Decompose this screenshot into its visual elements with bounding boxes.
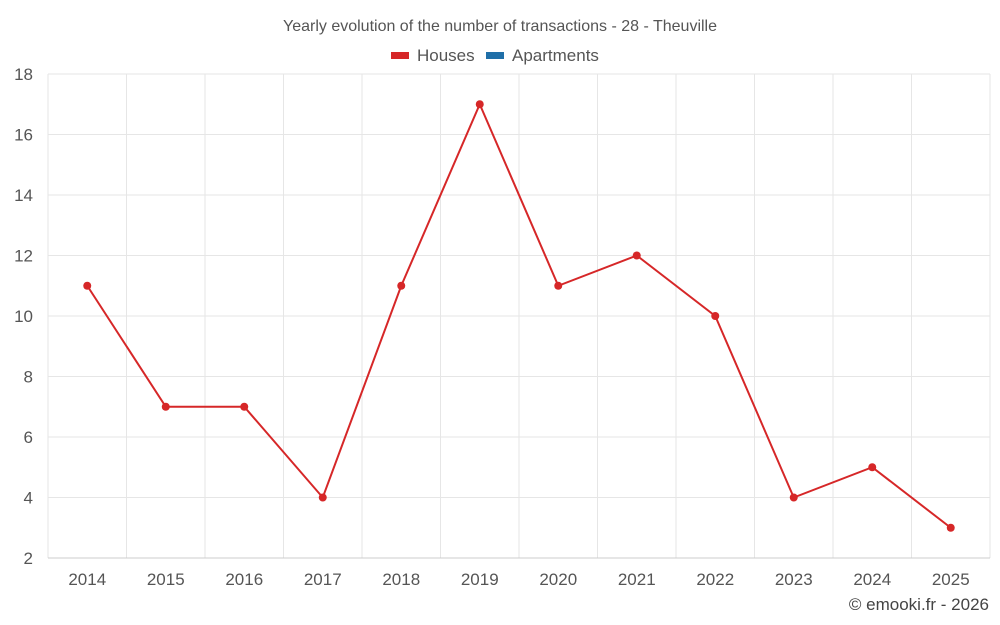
data-point-houses[interactable] [240, 402, 249, 411]
data-point-houses[interactable] [475, 100, 484, 109]
x-tick-label: 2018 [382, 570, 420, 589]
y-tick-label: 16 [14, 126, 33, 145]
x-tick-label: 2022 [696, 570, 734, 589]
x-tick-label: 2023 [775, 570, 813, 589]
x-axis-ticks: 2014 2015 2016 2017 2018 2019 2020 2021 2022 2023… [68, 570, 969, 589]
chart-title: Yearly evolution of the number of transa… [283, 18, 717, 35]
data-point-houses[interactable] [789, 493, 798, 502]
data-point-houses[interactable] [318, 493, 327, 502]
legend-swatch-apartments [486, 52, 504, 59]
series-houses [83, 100, 955, 532]
y-tick-label: 4 [24, 489, 33, 508]
x-tick-label: 2015 [147, 570, 185, 589]
legend-item-houses[interactable]: Houses [391, 46, 475, 65]
y-tick-label: 8 [24, 368, 33, 387]
series-line-houses [86, 101, 952, 529]
data-point-houses[interactable] [554, 281, 563, 290]
x-tick-label: 2020 [539, 570, 577, 589]
credit-text: © emooki.fr - 2026 [849, 595, 989, 614]
x-tick-label: 2014 [68, 570, 106, 589]
x-tick-label: 2016 [225, 570, 263, 589]
legend-label-apartments: Apartments [512, 46, 599, 65]
y-tick-label: 6 [24, 428, 33, 447]
gridlines [47, 73, 991, 559]
y-tick-label: 10 [14, 307, 33, 326]
legend-swatch-houses [391, 52, 409, 59]
y-tick-label: 14 [14, 186, 33, 205]
x-tick-label: 2021 [618, 570, 656, 589]
data-point-houses[interactable] [397, 281, 406, 290]
y-tick-label: 2 [24, 549, 33, 568]
y-axis-ticks: 2 4 6 8 10 12 14 16 18 [14, 65, 33, 568]
y-tick-label: 18 [14, 65, 33, 84]
data-point-houses[interactable] [161, 402, 170, 411]
y-tick-label: 12 [14, 247, 33, 266]
x-tick-label: 2024 [853, 570, 891, 589]
legend-label-houses: Houses [417, 46, 475, 65]
data-point-houses[interactable] [83, 281, 92, 290]
data-point-houses[interactable] [946, 523, 955, 532]
legend-item-apartments[interactable]: Apartments [486, 46, 599, 65]
x-tick-label: 2025 [932, 570, 970, 589]
data-point-houses[interactable] [632, 251, 641, 260]
data-point-houses[interactable] [711, 312, 720, 320]
legend: Houses Apartments [391, 46, 599, 65]
data-point-houses[interactable] [868, 463, 877, 472]
x-tick-label: 2017 [304, 570, 342, 589]
x-tick-label: 2019 [461, 570, 499, 589]
